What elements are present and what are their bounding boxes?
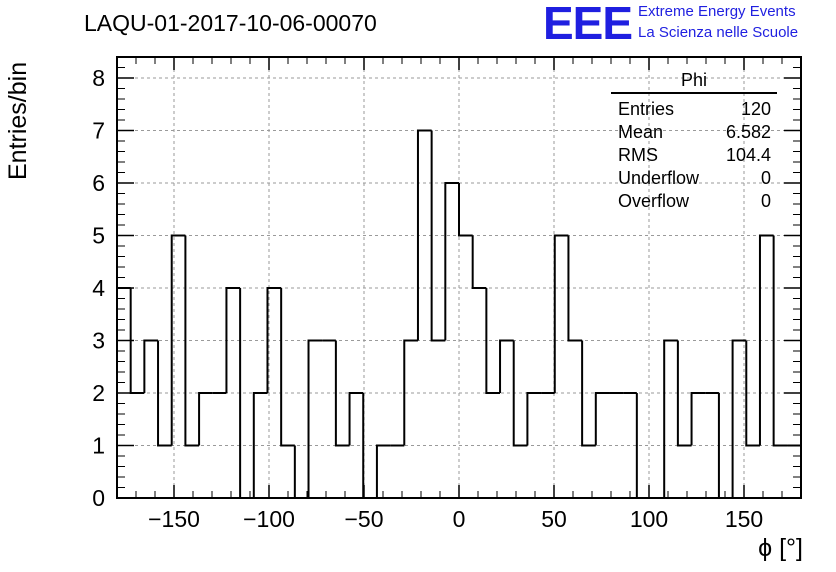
histogram-bin bbox=[157, 340, 172, 447]
x-tick-label: 100 bbox=[630, 506, 668, 532]
x-tick-label: 0 bbox=[453, 506, 466, 532]
histogram-bin bbox=[444, 182, 459, 341]
y-tick-label: 6 bbox=[92, 170, 105, 196]
y-tick-label: 5 bbox=[92, 223, 105, 249]
stats-row: RMS 104.4 bbox=[611, 144, 777, 167]
histogram-bin bbox=[758, 234, 774, 446]
histogram-bin bbox=[184, 235, 200, 447]
histogram-bin bbox=[499, 339, 514, 393]
stats-row: Overflow 0 bbox=[611, 190, 777, 213]
histogram-bin bbox=[581, 340, 596, 447]
histogram-bin bbox=[526, 392, 542, 446]
histogram-bin bbox=[348, 392, 364, 446]
stats-row-label: RMS bbox=[618, 145, 658, 165]
histogram-bin bbox=[690, 392, 706, 446]
histogram-bin bbox=[745, 340, 760, 447]
stats-row-label: Underflow bbox=[618, 168, 700, 188]
histogram-bin bbox=[485, 288, 501, 394]
y-tick-label: 7 bbox=[92, 118, 105, 144]
stats-rows: Entries 120 Mean 6.582 RMS 104.4 Underflow 0 Ove… bbox=[611, 98, 777, 213]
histogram-bin bbox=[663, 339, 678, 498]
histogram-bin bbox=[430, 130, 446, 342]
histogram-bin bbox=[676, 340, 692, 447]
histogram-bin bbox=[553, 234, 569, 393]
stats-row-value: 120 bbox=[740, 99, 771, 119]
histogram-bin bbox=[334, 340, 350, 447]
stats-row-label: Entries bbox=[618, 99, 675, 119]
eee-logo: EEE bbox=[543, 0, 633, 49]
histogram-bin bbox=[198, 392, 213, 446]
y-tick-label: 4 bbox=[92, 275, 105, 301]
x-tick-label: −100 bbox=[243, 506, 295, 532]
histogram-bin bbox=[458, 183, 473, 237]
y-tick-label: 1 bbox=[92, 433, 105, 459]
histogram-bin bbox=[225, 287, 241, 393]
x-tick-label: −150 bbox=[148, 506, 200, 532]
chart-title: LAQU-01-2017-10-06-00070 bbox=[84, 10, 377, 36]
stats-row-value: 6.582 bbox=[725, 122, 771, 142]
stats-row-value: 0 bbox=[760, 168, 771, 188]
y-tick-label: 0 bbox=[92, 485, 105, 511]
x-axis-label: ϕ [°] bbox=[758, 534, 803, 562]
histogram-bin bbox=[512, 340, 528, 447]
histogram-bin bbox=[170, 234, 186, 446]
y-tick-label: 2 bbox=[92, 380, 105, 406]
stats-box: Phi Entries 120 Mean 6.582 RMS 104.4 Underflow… bbox=[611, 70, 777, 213]
logo-line-2: La Scienza nelle Scuole bbox=[638, 24, 799, 41]
histogram-bin bbox=[416, 129, 432, 341]
x-tick-label: 50 bbox=[541, 506, 567, 532]
histogram-bin bbox=[567, 235, 583, 342]
histogram-bin bbox=[772, 235, 788, 447]
stats-box-name: Phi bbox=[611, 70, 777, 94]
histogram-bin bbox=[594, 392, 610, 446]
histogram-bin bbox=[635, 393, 651, 499]
histogram-bin bbox=[375, 444, 391, 498]
histogram-bin bbox=[403, 339, 418, 446]
x-tick-label: −50 bbox=[344, 506, 383, 532]
stats-row-label: Mean bbox=[618, 122, 664, 142]
histogram-bin bbox=[787, 444, 802, 498]
histogram-bin bbox=[280, 288, 295, 447]
stats-row-value: 104.4 bbox=[725, 145, 771, 165]
stats-row: Mean 6.582 bbox=[611, 121, 777, 144]
logo-line-1: Extreme Energy Events bbox=[638, 3, 796, 20]
stats-row: Entries 120 bbox=[611, 98, 777, 121]
histogram-bin bbox=[307, 339, 323, 498]
x-tick-label: 150 bbox=[725, 506, 763, 532]
y-axis-label: Entries/bin bbox=[4, 61, 32, 180]
stats-row-value: 0 bbox=[760, 191, 771, 211]
histogram-bin bbox=[143, 339, 159, 393]
stats-row: Underflow 0 bbox=[611, 167, 777, 190]
y-tick-label: 3 bbox=[92, 328, 105, 354]
histogram-bin bbox=[293, 445, 309, 499]
histogram-bin bbox=[731, 339, 747, 498]
histogram-bin bbox=[252, 392, 268, 498]
stats-row-label: Overflow bbox=[618, 191, 690, 211]
histogram-bin bbox=[471, 235, 487, 289]
y-tick-label: 8 bbox=[92, 65, 105, 91]
histogram-bin bbox=[266, 287, 282, 393]
